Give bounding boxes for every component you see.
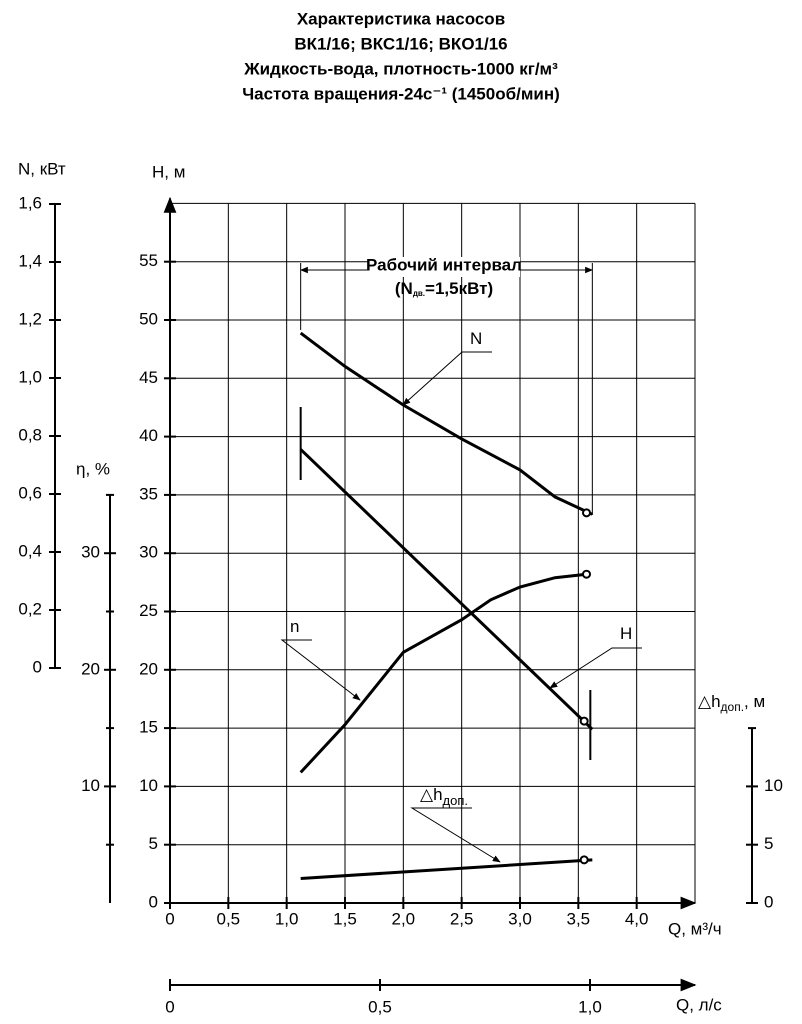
x-tick-label: 2,0 — [392, 909, 416, 928]
y-tick-label: 0 — [764, 892, 773, 911]
x-tick-label: 2,5 — [450, 909, 474, 928]
leader — [410, 807, 501, 863]
y-tick-label: 25 — [139, 601, 158, 620]
x-tick-label: 3,0 — [508, 909, 532, 928]
label-sub: доп. — [721, 700, 745, 714]
label-part: H — [620, 624, 632, 643]
title-line: ВК1/16; ВКС1/16; ВКО1/16 — [294, 34, 507, 53]
y-tick-label: 20 — [139, 659, 158, 678]
y-tick-label: 20 — [81, 659, 100, 678]
y-tick-label: 1,6 — [18, 193, 42, 212]
curve-point — [579, 716, 589, 726]
label-part: n — [290, 617, 299, 636]
y-tick-label: 10 — [139, 776, 158, 795]
curve — [300, 858, 593, 880]
note-part: (N — [395, 279, 413, 298]
y-tick-label: 30 — [81, 543, 100, 562]
y-tick-label: 10 — [81, 776, 100, 795]
y-tick-label: 5 — [764, 834, 773, 853]
title-line: Характеристика насосов — [297, 9, 505, 28]
interval-note: (Nдв.=1,5кВт) — [395, 279, 493, 298]
leader — [402, 351, 492, 406]
curve-label: △hдоп. — [420, 785, 468, 808]
y-tick-label: 1,0 — [18, 367, 42, 386]
note-sub: дв. — [413, 289, 425, 298]
y-tick-label: 15 — [139, 718, 158, 737]
axis-label: △hдоп., м — [698, 692, 765, 714]
leader — [549, 647, 642, 689]
y-tick-label: 0,4 — [18, 541, 42, 560]
title-line: Частота вращения-24с⁻¹ (1450об/мин) — [242, 84, 560, 103]
curve-point — [582, 508, 591, 518]
label-part: , м — [744, 692, 765, 711]
y-tick-label: 0,6 — [18, 483, 42, 502]
y-tick-label: 0,2 — [18, 599, 42, 618]
curve — [299, 572, 587, 774]
y-tick-label: 1,2 — [18, 309, 42, 328]
label-part: N — [470, 329, 482, 348]
x-tick-label: 4,0 — [625, 909, 649, 928]
x-tick-label: 0 — [165, 909, 174, 928]
leader — [280, 639, 361, 701]
curve-point — [582, 569, 591, 579]
curve — [299, 331, 593, 516]
title-line: Жидкость-вода, плотность-1000 кг/м³ — [243, 59, 558, 78]
curve-point — [579, 855, 589, 865]
y-tick-label: 5 — [149, 834, 158, 853]
interval-label: Рабочий интервал — [366, 255, 522, 274]
y-tick-label: 0 — [33, 657, 42, 676]
y-tick-label: 30 — [139, 543, 158, 562]
curve-label: n — [290, 617, 299, 636]
y-tick-label: 40 — [139, 426, 158, 445]
x2-tick-label: 0 — [165, 997, 174, 1016]
label-part: △h — [420, 785, 443, 804]
y-tick-label: 45 — [139, 368, 158, 387]
axis-label: Q, м³/ч — [668, 919, 722, 938]
axis-label: N, кВт — [18, 159, 66, 178]
x2-tick-label: 1,0 — [578, 997, 602, 1016]
y-tick-label: 10 — [764, 776, 783, 795]
curve-label: H — [620, 624, 632, 643]
y-tick-label: 35 — [139, 484, 158, 503]
axis-label: Q, л/с — [676, 995, 722, 1014]
x-tick-label: 1,5 — [333, 909, 357, 928]
axis-label: η, % — [76, 459, 110, 478]
curve — [299, 448, 594, 731]
y-tick-label: 1,4 — [18, 251, 42, 270]
curve-label: N — [470, 329, 482, 348]
x2-tick-label: 0,5 — [368, 997, 392, 1016]
y-tick-label: 50 — [139, 309, 158, 328]
y-tick-label: 0 — [149, 892, 158, 911]
x-tick-label: 1,0 — [275, 909, 299, 928]
x-tick-label: 3,5 — [567, 909, 591, 928]
note-part: =1,5кВт) — [425, 279, 493, 298]
label-part: △h — [698, 692, 721, 711]
y-tick-label: 0,8 — [18, 425, 42, 444]
axis-label: H, м — [152, 162, 185, 181]
x-tick-label: 0,5 — [217, 909, 241, 928]
label-sub: доп. — [443, 793, 468, 808]
y-tick-label: 55 — [139, 251, 158, 270]
label-bg — [368, 257, 520, 277]
